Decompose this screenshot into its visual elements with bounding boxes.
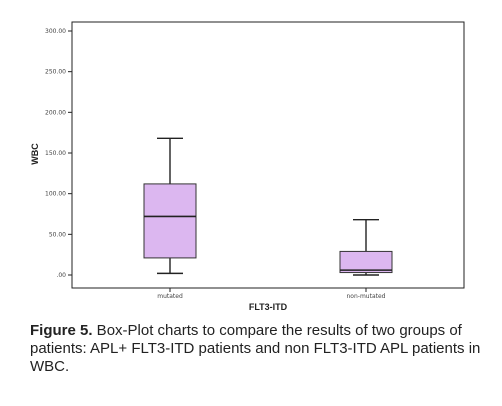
- box-mutated: [143, 137, 197, 275]
- y-tick-label: 100.00: [45, 191, 66, 198]
- y-tick-label: 250.00: [45, 69, 66, 76]
- box-non-mutated: [339, 218, 393, 276]
- y-tick-label: 50.00: [49, 231, 66, 238]
- box-iqr: [339, 250, 393, 274]
- y-axis: .00 50.00 100.00 150.00 200.00 250.00 300.00: [45, 28, 72, 279]
- y-axis-title: WBC: [30, 143, 40, 165]
- caption-text: Box-Plot charts to compare the results o…: [30, 322, 481, 375]
- plot-frame: [71, 21, 465, 289]
- x-axis: mutated non-mutated: [157, 288, 386, 300]
- y-tick-label: .00: [56, 272, 66, 279]
- boxes: [143, 137, 393, 276]
- caption-label: Figure 5.: [30, 322, 93, 339]
- box-iqr: [143, 183, 197, 259]
- y-tick-label: 150.00: [45, 150, 66, 157]
- x-tick-label: non-mutated: [347, 293, 386, 300]
- x-axis-title: FLT3-ITD: [249, 302, 288, 312]
- x-tick-label: mutated: [157, 293, 183, 300]
- box-plot-chart: .00 50.00 100.00 150.00 200.00 250.00 300.00 m…: [30, 21, 465, 312]
- y-tick-label: 200.00: [45, 109, 66, 116]
- figure-caption: Figure 5. Box-Plot charts to compare the…: [30, 322, 482, 376]
- y-tick-label: 300.00: [45, 28, 66, 35]
